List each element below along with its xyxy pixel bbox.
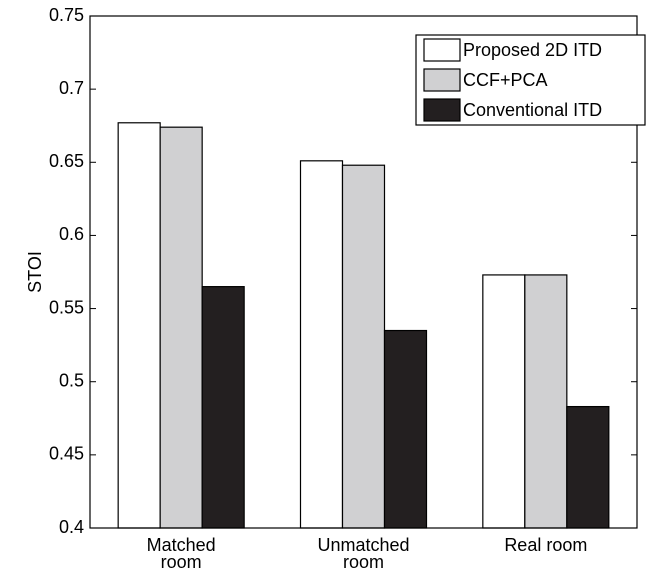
y-tick-label: 0.65 xyxy=(49,151,84,171)
y-tick-label: 0.45 xyxy=(49,444,84,464)
bar xyxy=(201,286,245,529)
bar xyxy=(341,164,386,529)
y-tick-label: 0.6 xyxy=(59,224,84,244)
bar xyxy=(117,122,161,529)
bar xyxy=(159,126,203,529)
plot-frame xyxy=(89,15,638,529)
bar xyxy=(524,274,568,529)
y-tick-label: 0.7 xyxy=(59,78,84,98)
bar xyxy=(299,160,344,529)
y-tick-label: 0.5 xyxy=(59,370,84,390)
y-tick-label: 0.4 xyxy=(59,517,84,537)
x-tick-label: Matched room xyxy=(146,535,216,572)
legend-label: CCF+PCA xyxy=(463,70,548,90)
x-tick-label: Real room xyxy=(504,535,588,555)
y-tick-label: 0.75 xyxy=(49,5,84,25)
legend-label: Proposed 2D ITD xyxy=(463,40,602,60)
legend-swatch xyxy=(423,98,461,122)
bar xyxy=(383,329,428,529)
bar xyxy=(566,405,610,529)
bar xyxy=(482,274,526,529)
y-axis-label: STOI xyxy=(25,251,45,293)
legend-swatch xyxy=(423,38,461,62)
legend-label: Conventional ITD xyxy=(463,100,602,120)
legend-swatch xyxy=(423,68,461,92)
y-tick-label: 0.55 xyxy=(49,297,84,317)
x-tick-label: Unmatched room xyxy=(317,535,410,572)
